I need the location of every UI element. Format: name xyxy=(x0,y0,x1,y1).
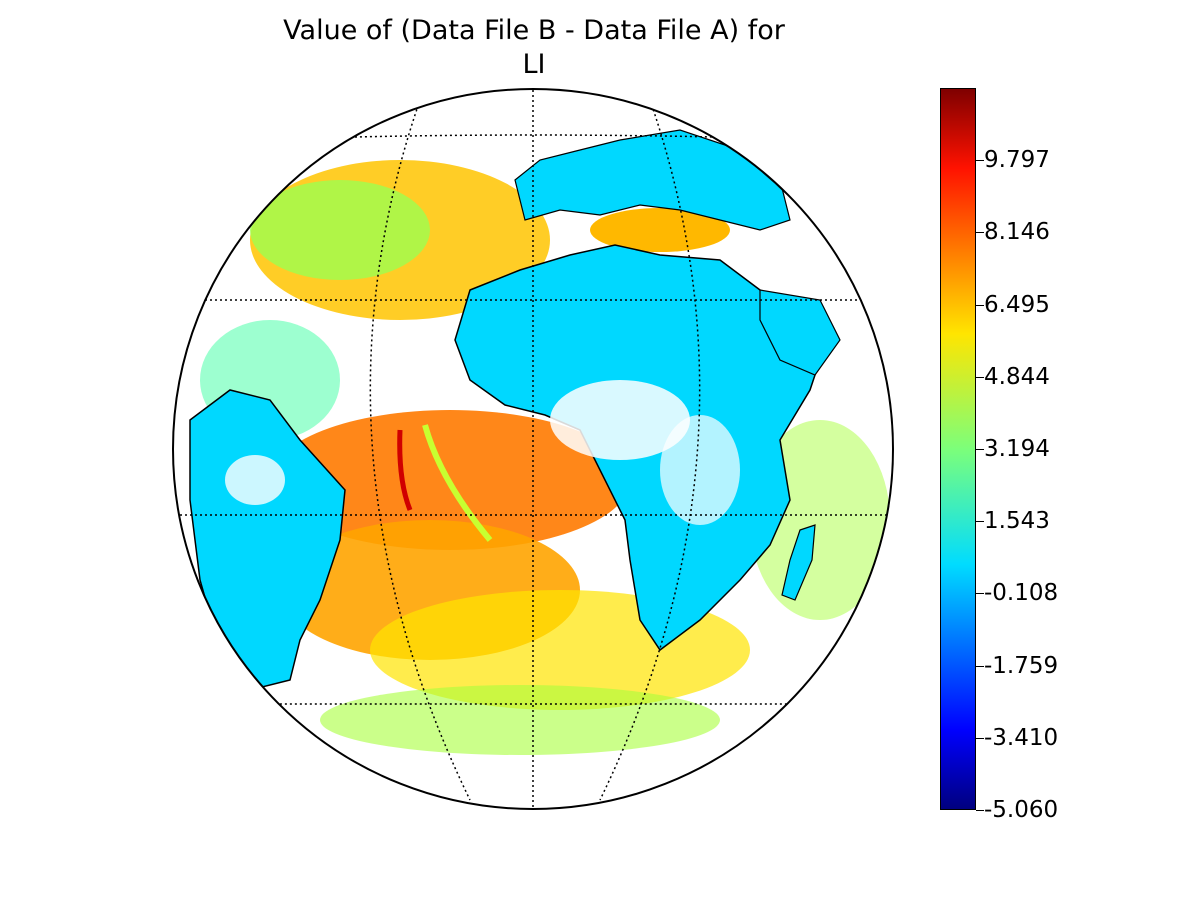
globe-outline xyxy=(172,88,894,810)
colorbar-tick-label: -0.108 xyxy=(984,580,1059,607)
colorbar-tick-mark xyxy=(976,160,984,162)
colorbar-tick-mark xyxy=(976,449,984,451)
colorbar-tick-mark xyxy=(976,665,984,667)
colorbar-tick-mark xyxy=(976,810,984,811)
map-title: Value of (Data File B - Data File A) for… xyxy=(234,14,834,82)
colorbar-tick-mark xyxy=(976,304,984,306)
colorbar-tick-label: 3.194 xyxy=(984,436,1050,463)
colorbar-tick-mark xyxy=(976,376,984,378)
title-line-1: Value of (Data File B - Data File A) for xyxy=(283,15,785,46)
colorbar-tick-label: -1.759 xyxy=(984,652,1059,679)
central-africa-white-patch xyxy=(660,415,740,525)
north-atlantic-green-field xyxy=(250,180,430,280)
colorbar-tick-label: -5.060 xyxy=(984,797,1059,823)
colorbar-tick-mark xyxy=(976,737,984,739)
colorbar-tick-mark xyxy=(976,593,984,595)
europe-land xyxy=(514,129,791,231)
colorbar-tick-label: 6.495 xyxy=(984,291,1050,318)
brazil-white-patch xyxy=(225,455,285,505)
red-swath-arc xyxy=(397,429,413,511)
colorbar-gradient xyxy=(941,89,975,809)
southern-green-field xyxy=(320,685,720,755)
colorbar-tick-label: 4.844 xyxy=(984,363,1050,390)
colorbar-tick-label: 9.797 xyxy=(984,147,1050,174)
colorbar-tick-label: 8.146 xyxy=(984,219,1050,246)
title-line-2: LI xyxy=(522,49,546,80)
mediterranean-field xyxy=(590,208,730,252)
madagascar-land xyxy=(781,524,816,601)
yellow-swath-arc xyxy=(422,424,493,542)
colorbar-tick-mark xyxy=(976,232,984,234)
colorbar xyxy=(940,88,976,810)
colorbar-tick-label: 1.543 xyxy=(984,508,1050,535)
colorbar-tick-mark xyxy=(976,521,984,523)
colorbar-tick-label: -3.410 xyxy=(984,724,1059,751)
sahel-white-patch xyxy=(550,380,690,460)
